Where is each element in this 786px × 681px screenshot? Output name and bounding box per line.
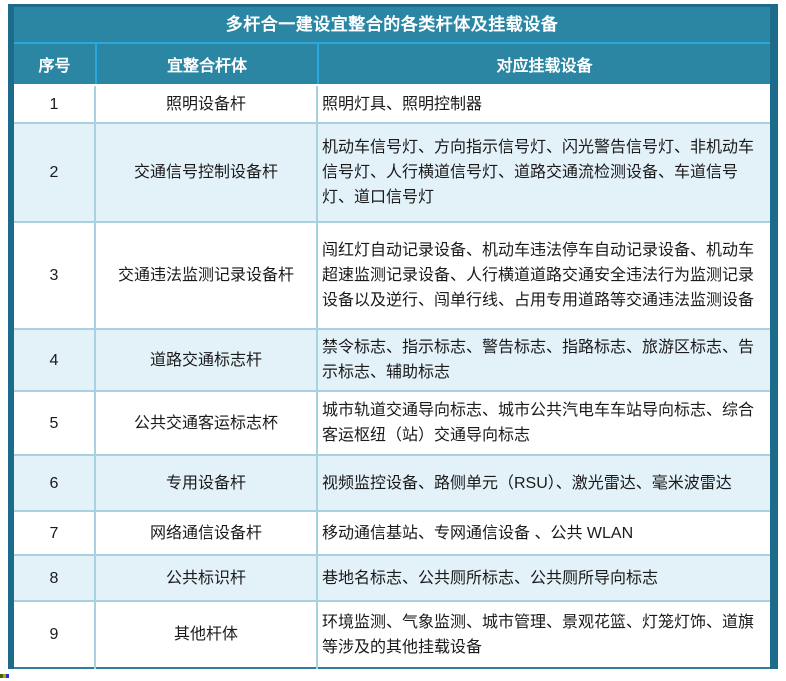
table-header-row: 序号 宜整合杆体 对应挂载设备 <box>14 44 770 86</box>
row-devices: 环境监测、气象监测、城市管理、景观花篮、灯笼灯饰、道旗等涉及的其他挂载设备 <box>316 600 770 668</box>
row-index: 6 <box>14 454 95 511</box>
table-row: 6 专用设备杆 视频监控设备、路侧单元（RSU）、激光雷达、毫米波雷达 <box>14 454 770 511</box>
row-pole: 公共交通客运标志杯 <box>94 390 317 455</box>
row-devices: 禁令标志、指示标志、警告标志、指路标志、旅游区标志、告示标志、辅助标志 <box>316 328 770 391</box>
table-row: 8 公共标识杆 巷地名标志、公共厕所标志、公共厕所导向标志 <box>14 554 770 601</box>
row-pole: 网络通信设备杆 <box>94 510 317 555</box>
table-row: 5 公共交通客运标志杯 城市轨道交通导向标志、城市公共汽电车车站导向标志、综合客… <box>14 390 770 455</box>
row-index: 8 <box>14 554 95 601</box>
table-row: 3 交通违法监测记录设备杆 闯红灯自动记录设备、机动车违法停车自动记录设备、机动… <box>14 221 770 329</box>
row-pole: 公共标识杆 <box>94 554 317 601</box>
row-pole: 道路交通标志杆 <box>94 328 317 391</box>
row-pole: 专用设备杆 <box>94 454 317 511</box>
row-devices: 城市轨道交通导向标志、城市公共汽电车车站导向标志、综合客运枢纽（站）交通导向标志 <box>316 390 770 455</box>
row-devices: 移动通信基站、专网通信设备 、公共 WLAN <box>316 510 770 555</box>
table-row: 2 交通信号控制设备杆 机动车信号灯、方向指示信号灯、闪光警告信号灯、非机动车信… <box>14 122 770 222</box>
row-index: 9 <box>14 600 95 668</box>
table-body: 1 照明设备杆 照明灯具、照明控制器 2 交通信号控制设备杆 机动车信号灯、方向… <box>14 86 770 669</box>
row-index: 3 <box>14 221 95 329</box>
corner-pixel-artifact <box>0 674 9 678</box>
row-devices: 照明灯具、照明控制器 <box>316 86 770 123</box>
row-index: 2 <box>14 122 95 222</box>
row-devices: 视频监控设备、路侧单元（RSU）、激光雷达、毫米波雷达 <box>316 454 770 511</box>
row-devices: 闯红灯自动记录设备、机动车违法停车自动记录设备、机动车超速监测记录设备、人行横道… <box>316 221 770 329</box>
row-devices: 巷地名标志、公共厕所标志、公共厕所导向标志 <box>316 554 770 601</box>
row-pole: 照明设备杆 <box>94 86 317 123</box>
table-row: 9 其他杆体 环境监测、气象监测、城市管理、景观花篮、灯笼灯饰、道旗等涉及的其他… <box>14 600 770 668</box>
header-cell-index: 序号 <box>38 58 71 75</box>
row-index: 1 <box>49 95 59 113</box>
row-index: 7 <box>14 510 95 555</box>
row-pole: 其他杆体 <box>94 600 317 668</box>
table-row: 7 网络通信设备杆 移动通信基站、专网通信设备 、公共 WLAN <box>14 510 770 555</box>
header-cell-pole: 宜整合杆体 <box>95 44 317 84</box>
table-row: 4 道路交通标志杆 禁令标志、指示标志、警告标志、指路标志、旅游区标志、告示标志… <box>14 328 770 391</box>
table-title: 多杆合一建设宜整合的各类杆体及挂载设备 <box>14 7 770 44</box>
poles-devices-table: 多杆合一建设宜整合的各类杆体及挂载设备 序号 宜整合杆体 对应挂载设备 1 照明… <box>8 4 778 669</box>
header-cell-devices: 对应挂载设备 <box>317 44 770 84</box>
row-index: 5 <box>14 390 95 455</box>
row-pole: 交通违法监测记录设备杆 <box>94 221 317 329</box>
table-row: 1 照明设备杆 照明灯具、照明控制器 <box>14 86 770 123</box>
row-pole: 交通信号控制设备杆 <box>94 122 317 222</box>
row-devices: 机动车信号灯、方向指示信号灯、闪光警告信号灯、非机动车信号灯、人行横道信号灯、道… <box>316 122 770 222</box>
row-index: 4 <box>14 328 95 391</box>
